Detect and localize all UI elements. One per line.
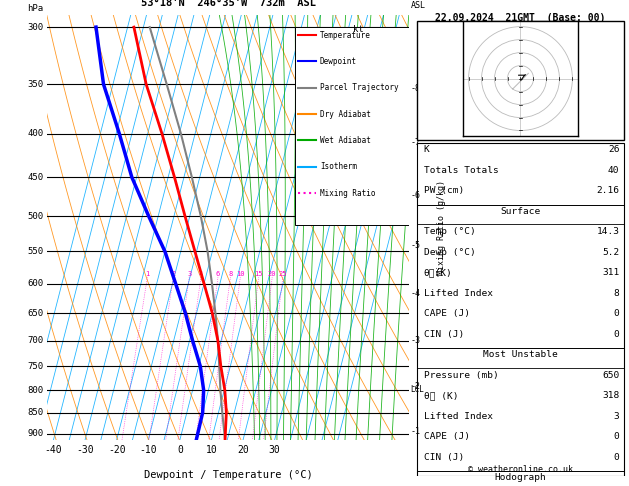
Text: 22.09.2024  21GMT  (Base: 00): 22.09.2024 21GMT (Base: 00) xyxy=(435,13,606,23)
Text: Totals Totals: Totals Totals xyxy=(423,166,498,174)
Text: CIN (J): CIN (J) xyxy=(423,330,464,339)
Text: Pressure (mb): Pressure (mb) xyxy=(423,371,498,380)
Text: Dry Adiabat: Dry Adiabat xyxy=(320,110,371,119)
Text: 0: 0 xyxy=(614,330,620,339)
Text: θᴇ (K): θᴇ (K) xyxy=(423,391,458,400)
Text: Dewpoint / Temperature (°C): Dewpoint / Temperature (°C) xyxy=(143,469,313,480)
Text: Surface: Surface xyxy=(501,207,540,216)
Text: Mixing Ratio: Mixing Ratio xyxy=(320,189,376,198)
Text: -5: -5 xyxy=(411,241,421,250)
Text: -6: -6 xyxy=(411,191,421,200)
Text: Temperature: Temperature xyxy=(320,31,371,39)
Text: hPa: hPa xyxy=(28,4,43,13)
Text: -20: -20 xyxy=(108,445,126,455)
Text: 3: 3 xyxy=(614,412,620,421)
Text: 0: 0 xyxy=(614,433,620,441)
Text: 30: 30 xyxy=(269,445,281,455)
Text: © weatheronline.co.uk: © weatheronline.co.uk xyxy=(468,465,573,474)
Text: 20: 20 xyxy=(237,445,249,455)
Text: 15: 15 xyxy=(255,272,263,278)
Text: 53°18'N  246°35'W  732m  ASL: 53°18'N 246°35'W 732m ASL xyxy=(140,0,316,8)
Text: 1: 1 xyxy=(145,272,150,278)
Text: 5.2: 5.2 xyxy=(603,248,620,257)
Text: 4: 4 xyxy=(199,272,203,278)
Text: 311: 311 xyxy=(603,268,620,277)
Text: 650: 650 xyxy=(28,309,43,318)
Text: 550: 550 xyxy=(28,247,43,256)
Text: Lifted Index: Lifted Index xyxy=(423,289,493,298)
Text: -3: -3 xyxy=(411,336,421,345)
Text: 2: 2 xyxy=(171,272,175,278)
Text: 650: 650 xyxy=(603,371,620,380)
Text: 750: 750 xyxy=(28,362,43,371)
Text: θᴇ(K): θᴇ(K) xyxy=(423,268,452,277)
Text: Mixing Ratio (g/kg): Mixing Ratio (g/kg) xyxy=(437,180,446,275)
Text: 14.3: 14.3 xyxy=(596,227,620,236)
Text: CAPE (J): CAPE (J) xyxy=(423,309,470,318)
Text: Parcel Trajectory: Parcel Trajectory xyxy=(320,83,399,92)
Text: Most Unstable: Most Unstable xyxy=(483,350,558,359)
Text: 10: 10 xyxy=(236,272,245,278)
Text: km
ASL: km ASL xyxy=(411,0,426,10)
Text: kt: kt xyxy=(353,25,364,34)
Text: 26: 26 xyxy=(608,145,620,154)
Text: -8: -8 xyxy=(411,84,421,93)
Text: 0: 0 xyxy=(177,445,183,455)
Text: -1: -1 xyxy=(411,427,421,436)
Text: Lifted Index: Lifted Index xyxy=(423,412,493,421)
Text: -30: -30 xyxy=(76,445,94,455)
Text: 600: 600 xyxy=(28,279,43,288)
Text: Wet Adiabat: Wet Adiabat xyxy=(320,136,371,145)
Text: PW (cm): PW (cm) xyxy=(423,186,464,195)
Text: LCL: LCL xyxy=(411,385,425,394)
Text: 0: 0 xyxy=(614,453,620,462)
Text: 6: 6 xyxy=(216,272,220,278)
Text: -2: -2 xyxy=(411,382,421,391)
Text: 10: 10 xyxy=(206,445,218,455)
Text: 900: 900 xyxy=(28,429,43,438)
Text: 500: 500 xyxy=(28,212,43,221)
Bar xyxy=(294,27,428,225)
Text: Dewpoint: Dewpoint xyxy=(320,57,357,66)
Text: 300: 300 xyxy=(28,23,43,32)
Text: 20: 20 xyxy=(268,272,276,278)
Text: 400: 400 xyxy=(28,129,43,138)
Text: -40: -40 xyxy=(45,445,62,455)
Text: Temp (°C): Temp (°C) xyxy=(423,227,476,236)
Text: 350: 350 xyxy=(28,80,43,88)
Text: Dewp (°C): Dewp (°C) xyxy=(423,248,476,257)
Text: Isotherm: Isotherm xyxy=(320,162,357,172)
Text: 8: 8 xyxy=(228,272,233,278)
Text: 850: 850 xyxy=(28,408,43,417)
Text: 800: 800 xyxy=(28,385,43,395)
Text: 8: 8 xyxy=(614,289,620,298)
Text: CAPE (J): CAPE (J) xyxy=(423,433,470,441)
Text: -4: -4 xyxy=(411,290,421,298)
Text: 25: 25 xyxy=(279,272,287,278)
Text: 40: 40 xyxy=(608,166,620,174)
Text: -7: -7 xyxy=(411,138,421,147)
Text: 318: 318 xyxy=(603,391,620,400)
Text: 450: 450 xyxy=(28,173,43,182)
Text: 0: 0 xyxy=(614,309,620,318)
Text: CIN (J): CIN (J) xyxy=(423,453,464,462)
Text: 2.16: 2.16 xyxy=(596,186,620,195)
Text: K: K xyxy=(423,145,430,154)
Text: Hodograph: Hodograph xyxy=(494,473,547,483)
Text: -10: -10 xyxy=(140,445,157,455)
Text: 3: 3 xyxy=(187,272,191,278)
Text: 700: 700 xyxy=(28,336,43,345)
